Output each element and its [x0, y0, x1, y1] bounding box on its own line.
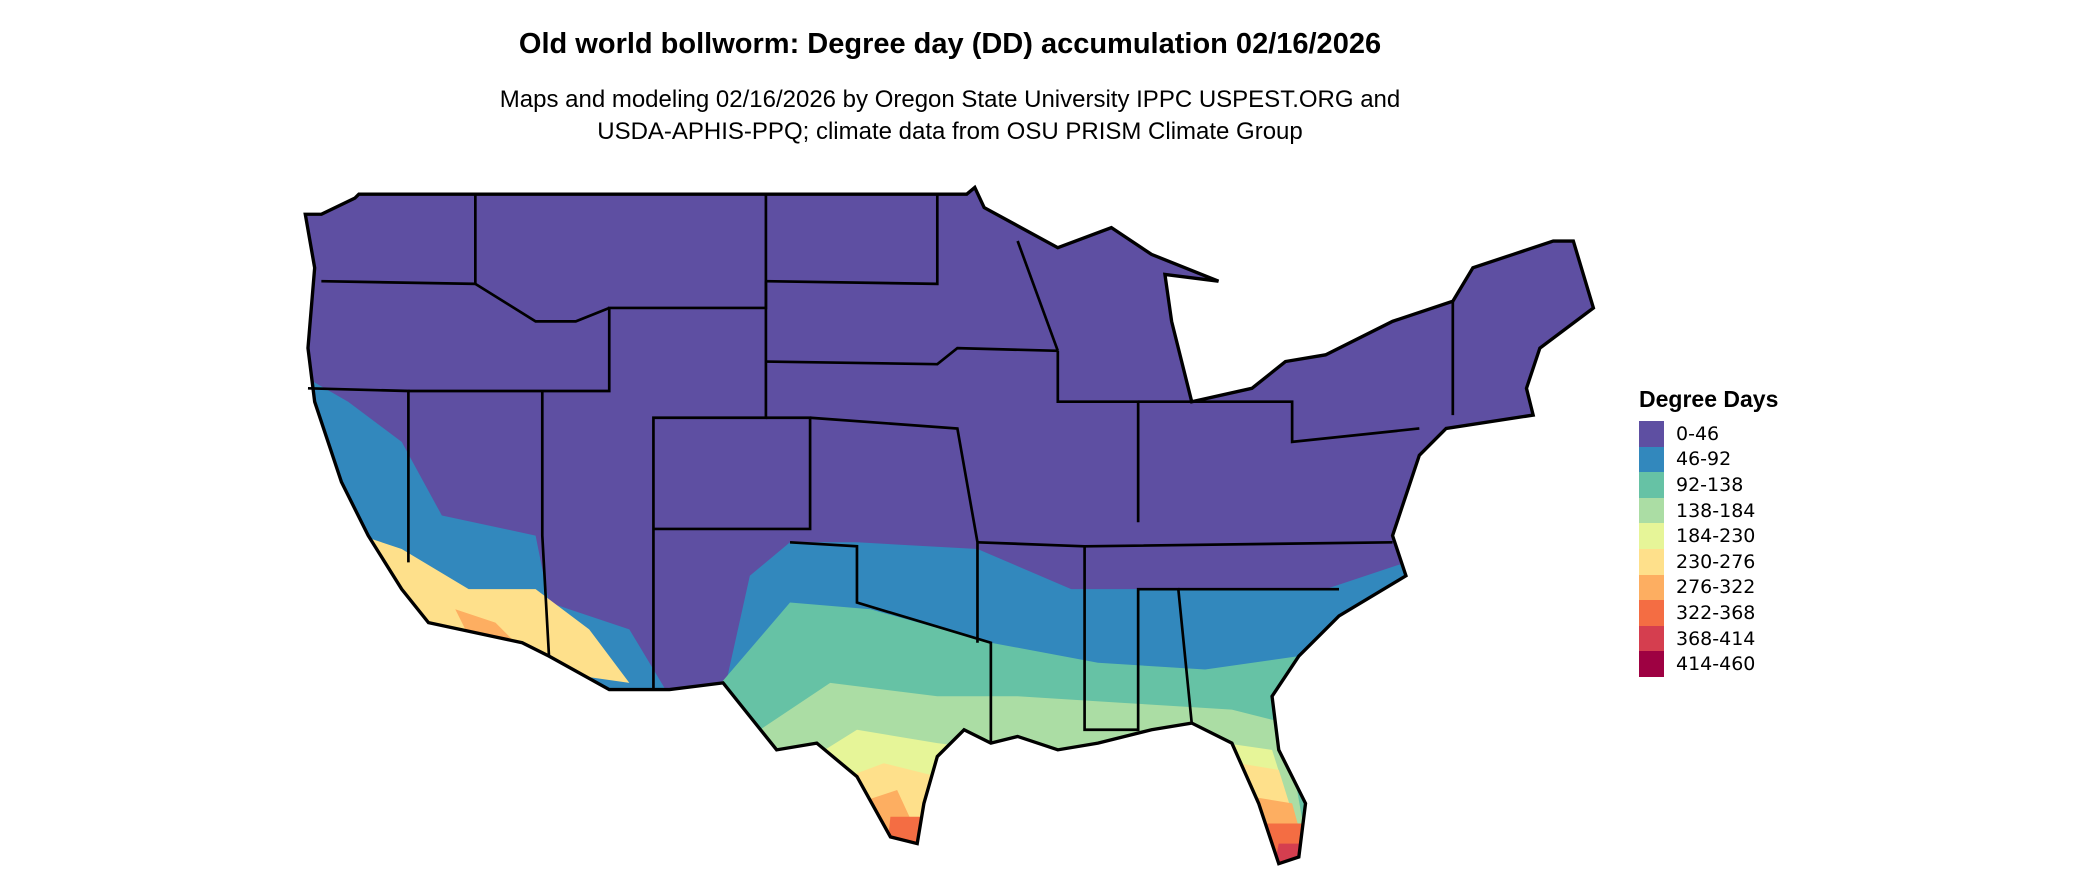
- map-title: Old world bollworm: Degree day (DD) accu…: [518, 28, 1382, 60]
- subtitle-line-1: Maps and modeling 02/16/2026 by Oregon S…: [499, 86, 1401, 113]
- legend-label: 322-368: [1676, 601, 1756, 624]
- legend-swatch: [1639, 651, 1664, 677]
- legend-swatch: [1639, 625, 1664, 652]
- legend-label: 414-460: [1676, 653, 1756, 676]
- legend-item: 368-414: [1639, 625, 1778, 652]
- legend-swatch: [1639, 472, 1664, 498]
- legend-label: 46-92: [1676, 448, 1732, 471]
- legend-item: 92-138: [1639, 472, 1778, 498]
- legend-swatch: [1639, 548, 1664, 575]
- legend-label: 230-276: [1676, 550, 1756, 573]
- zone-322-368: [883, 816, 938, 864]
- legend-item: 46-92: [1639, 446, 1778, 473]
- legend-label: 184-230: [1676, 525, 1756, 548]
- legend-label: 276-322: [1676, 576, 1756, 599]
- legend-swatch: [1639, 497, 1664, 524]
- legend-items: 0-46 46-92 92-138 138-184 184-230 230-276 276-…: [1639, 421, 1778, 677]
- legend-item: 138-184: [1639, 497, 1778, 524]
- legend-label: 368-414: [1676, 627, 1756, 650]
- legend-item: 230-276: [1639, 548, 1778, 575]
- legend-label: 138-184: [1676, 499, 1756, 522]
- legend-item: 0-46: [1639, 421, 1778, 447]
- legend-swatch: [1639, 421, 1664, 447]
- legend-item: 184-230: [1639, 523, 1778, 549]
- legend-swatch: [1639, 523, 1664, 549]
- legend-item: 322-368: [1639, 600, 1778, 626]
- legend-swatch: [1639, 574, 1664, 601]
- legend-title: Degree Days: [1639, 386, 1779, 412]
- legend-swatch: [1639, 600, 1664, 626]
- zone-230-276: [361, 535, 630, 683]
- zone-138-184: [723, 682, 1313, 864]
- state-borders: [307, 194, 1455, 744]
- legend-swatch: [1639, 446, 1664, 473]
- subtitle-line-2: USDA-APHIS-PPQ; climate data from OSU PR…: [597, 118, 1303, 145]
- legend: Degree Days 0-46 46-92 92-138 138-184 184-23…: [1639, 386, 1778, 677]
- legend-item: 414-460: [1639, 651, 1778, 677]
- legend-label: 0-46: [1676, 422, 1720, 445]
- legend-label: 92-138: [1676, 473, 1744, 496]
- legend-item: 276-322: [1639, 574, 1778, 601]
